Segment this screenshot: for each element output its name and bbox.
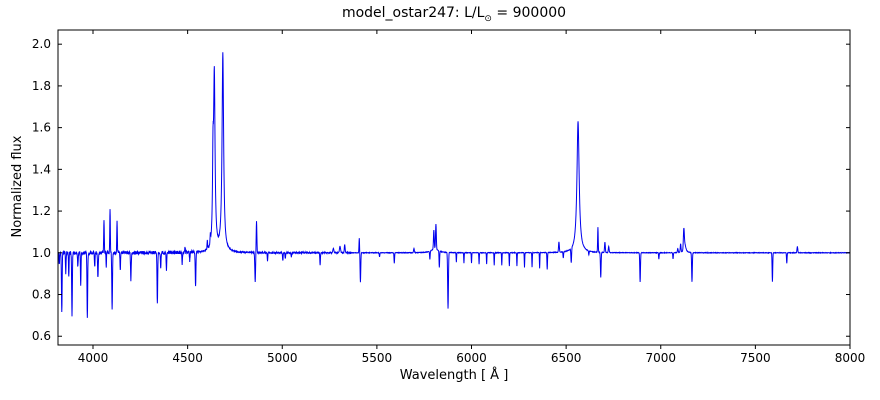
x-tick-label: 5500 [362, 351, 393, 365]
x-tick-label: 6500 [551, 351, 582, 365]
y-tick-label: 2.0 [32, 37, 51, 51]
spectrum-line [57, 52, 851, 318]
solar-symbol: ⊙ [484, 13, 492, 24]
x-axis-label: Wavelength [ Å ] [399, 368, 509, 383]
y-tick-label: 1.6 [32, 121, 51, 135]
plot-title-prefix: model_ostar247: L/L [341, 5, 485, 21]
x-tick-label: 4500 [172, 351, 203, 365]
x-tick-label: 8000 [835, 351, 866, 365]
y-tick-label: 0.6 [32, 329, 51, 343]
x-tick-label: 4000 [78, 351, 109, 365]
y-tick-label: 1.4 [32, 162, 51, 176]
x-tick-label: 7500 [740, 351, 771, 365]
y-tick-label: 1.2 [32, 204, 51, 218]
y-axis-label: Normalized flux [10, 135, 25, 238]
y-tick-label: 1.8 [32, 79, 51, 93]
y-tick-label: 1.0 [32, 246, 51, 260]
x-tick-label: 7000 [645, 351, 676, 365]
plot-title-suffix: = 900000 [491, 5, 567, 21]
x-tick-label: 6000 [456, 351, 487, 365]
x-tick-label: 5000 [267, 351, 298, 365]
plot-title: model_ostar247: L/L⊙ = 900000 [58, 5, 850, 24]
y-tick-label: 0.8 [32, 288, 51, 302]
axes-frame [57, 29, 851, 346]
